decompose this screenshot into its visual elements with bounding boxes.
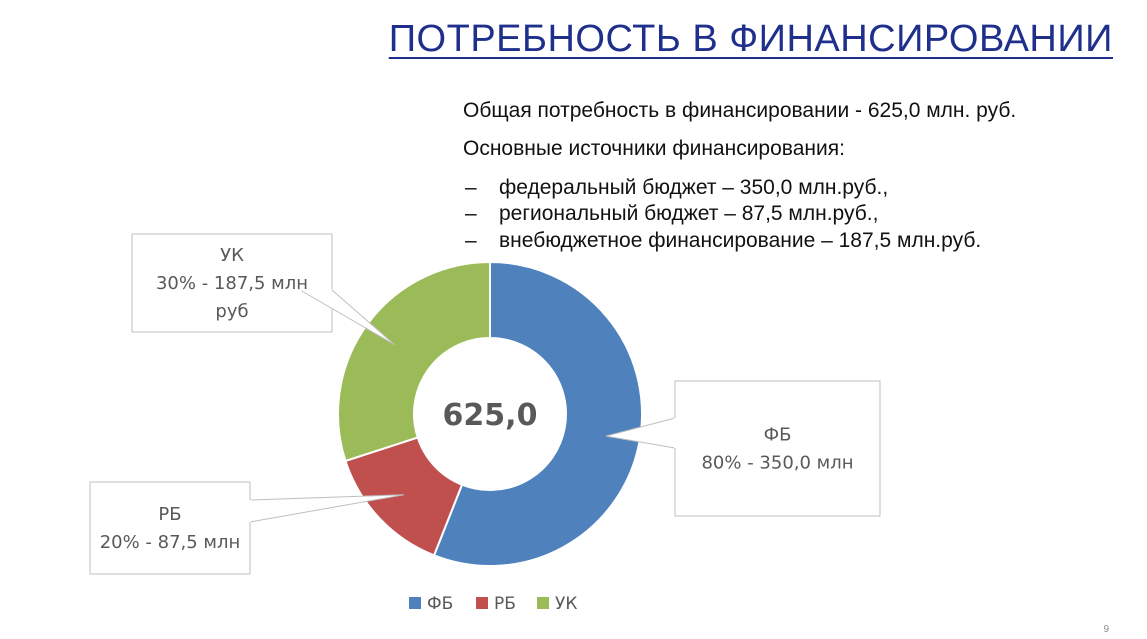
- legend-label: УК: [555, 594, 577, 614]
- source-item-label: внебюджетное финансирование – 187,5 млн.…: [499, 229, 982, 253]
- callout-text: 20% - 87,5 млн: [100, 532, 241, 553]
- source-item-label: федеральный бюджет – 350,0 млн.руб.,: [499, 175, 889, 199]
- callout-3: УК 30% - 187,5 млн руб: [131, 233, 395, 346]
- bullet-dash: –: [465, 202, 477, 226]
- legend-label: РБ: [494, 594, 516, 614]
- slice-3: [337, 260, 491, 463]
- source-item-extrabudgetary: – внебюджетное финансирование – 187,5 мл…: [463, 228, 1123, 255]
- callout-2: РБ 20% - 87,5 млн: [89, 481, 405, 575]
- slice-1: [432, 260, 643, 567]
- bullet-dash: –: [465, 229, 477, 253]
- source-item-label: региональный бюджет – 87,5 млн.руб.,: [499, 202, 879, 226]
- source-item-regional: – региональный бюджет – 87,5 млн.руб.,: [463, 201, 1123, 228]
- chart-legend: ФБ РБ УК: [409, 594, 577, 614]
- legend-swatch: [537, 597, 549, 609]
- callout-text: ФБ: [764, 425, 792, 446]
- total-need-line: Общая потребность в финансировании - 625…: [463, 99, 1017, 122]
- callout-text: руб: [215, 301, 248, 322]
- slide-title: ПОТРЕБНОСТЬ В ФИНАНСИРОВАНИИ: [388, 18, 1113, 60]
- callout-text: 30% - 187,5 млн: [156, 273, 308, 294]
- financing-summary: Общая потребность в финансировании - 625…: [463, 98, 1123, 255]
- chart-slices: [337, 260, 643, 567]
- chart-callouts: ФБ 80% - 350,0 млн РБ 20% - 87,5 млн УК 30% -…: [89, 233, 881, 575]
- center-total-label: 625,0: [443, 398, 538, 433]
- legend-swatch: [409, 597, 421, 609]
- callout-box: [89, 481, 251, 575]
- callout-box: [131, 233, 333, 333]
- source-item-federal: – федеральный бюджет – 350,0 млн.руб.,: [463, 175, 1123, 202]
- callout-text: 80% - 350,0 млн: [701, 453, 853, 474]
- legend-label: ФБ: [427, 594, 453, 614]
- callout-box: [674, 380, 881, 517]
- sources-list: – федеральный бюджет – 350,0 млн.руб., –…: [463, 175, 1123, 256]
- callout-text: РБ: [158, 504, 181, 525]
- bullet-dash: –: [465, 175, 477, 199]
- callout-text: УК: [220, 245, 244, 266]
- legend-swatch: [476, 597, 488, 609]
- page-number: 9: [1103, 624, 1109, 635]
- sources-heading: Основные источники финансирования:: [463, 137, 845, 161]
- callout-1: ФБ 80% - 350,0 млн: [605, 380, 881, 517]
